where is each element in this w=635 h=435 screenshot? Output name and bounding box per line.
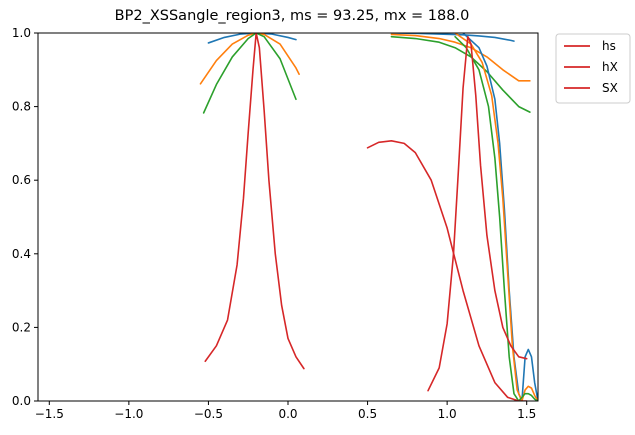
x-tick-label: 0.0 (278, 407, 297, 421)
x-tick-label: −0.5 (194, 407, 223, 421)
y-tick-label: 0.0 (12, 394, 31, 408)
chart-title: BP2_XSSangle_region3, ms = 93.25, mx = 1… (115, 8, 470, 24)
x-tick-label: −1.5 (35, 407, 64, 421)
y-tick-label: 0.4 (12, 247, 31, 261)
y-axis: 0.0 0.2 0.4 0.6 0.8 1.0 (12, 26, 38, 408)
x-tick-label: 1.5 (517, 407, 536, 421)
x-tick-label: 1.0 (438, 407, 457, 421)
x-tick-label: 0.5 (358, 407, 377, 421)
legend-box (555, 33, 631, 104)
series-line-5 (390, 33, 515, 42)
x-axis: −1.5 −1.0 −0.5 0.0 0.5 1.0 1.5 (35, 401, 536, 421)
series-line-12 (427, 35, 528, 392)
y-tick-label: 0.6 (12, 173, 31, 187)
series-layer (199, 33, 538, 401)
legend-label: hX (602, 60, 618, 74)
series-line-4 (204, 33, 305, 370)
y-tick-label: 0.2 (12, 320, 31, 334)
legend: hs hX SX (555, 33, 631, 104)
series-line-1 (207, 33, 297, 44)
series-line-9 (454, 33, 538, 401)
legend-label: hs (602, 39, 616, 53)
series-line-10 (454, 35, 538, 401)
y-tick-label: 0.8 (12, 100, 31, 114)
series-line-11 (366, 140, 528, 401)
x-tick-label: −1.0 (114, 407, 143, 421)
series-line-2 (199, 33, 300, 85)
series-line-3 (202, 33, 297, 114)
y-tick-label: 1.0 (12, 26, 31, 40)
legend-label: SX (602, 81, 618, 95)
